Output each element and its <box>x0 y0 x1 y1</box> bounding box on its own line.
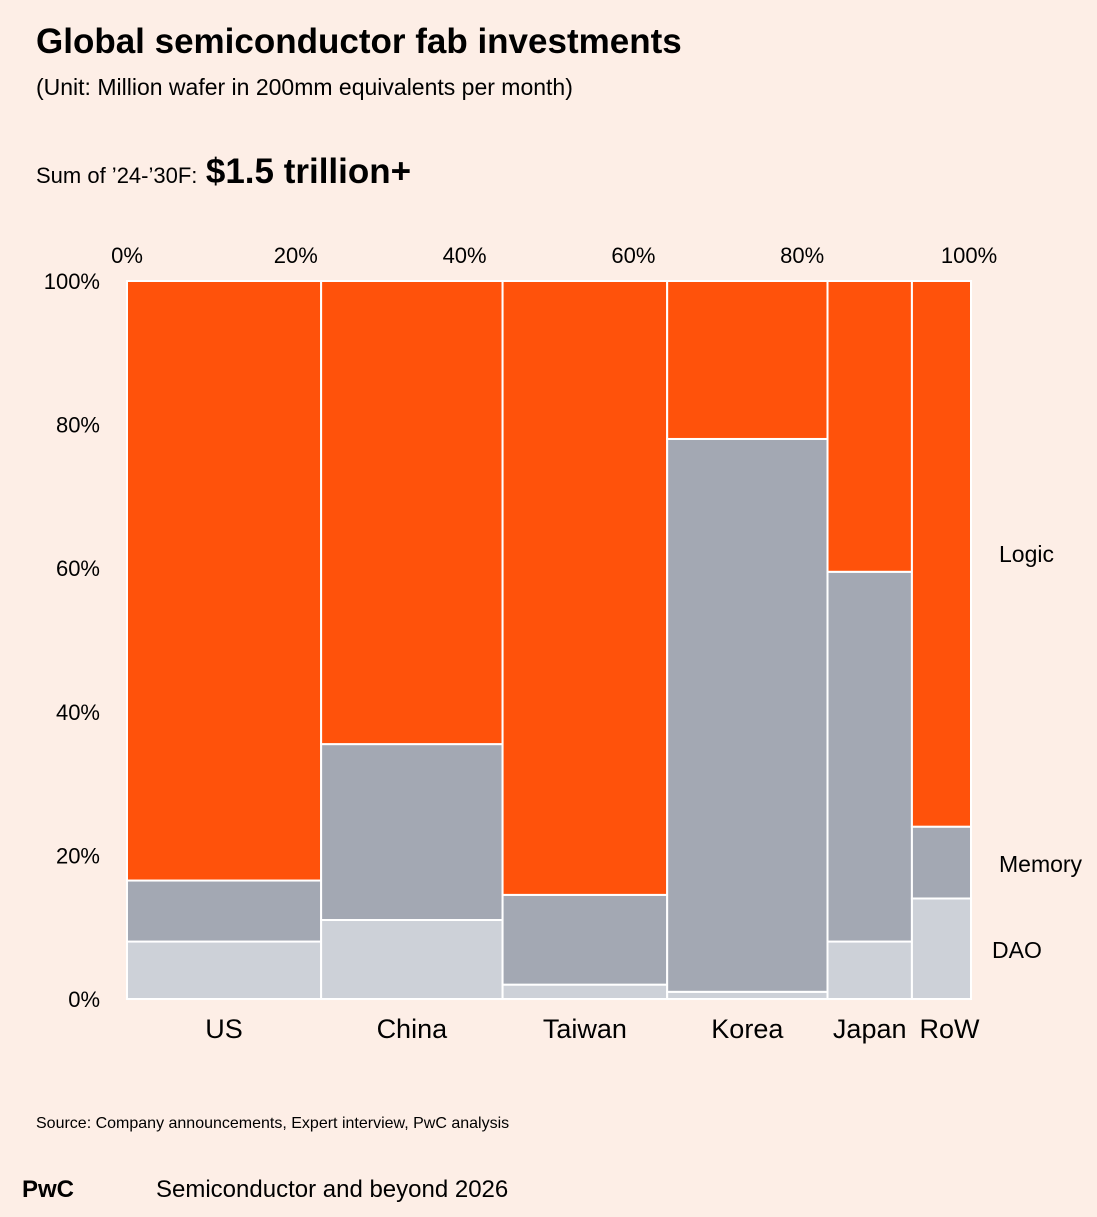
bar-segment-memory <box>826 570 913 943</box>
x-tick-label: 20% <box>274 243 318 268</box>
y-tick-label: 60% <box>56 556 100 581</box>
bar-segment-logic <box>501 280 669 896</box>
y-tick-label: 20% <box>56 843 100 868</box>
category-label: US <box>205 1014 243 1044</box>
chart-subtitle: (Unit: Million wafer in 200mm equivalent… <box>36 74 573 100</box>
category-label: China <box>377 1014 449 1044</box>
report-name: Semiconductor and beyond 2026 <box>156 1176 509 1203</box>
category-label: Korea <box>711 1014 784 1044</box>
sum-label: Sum of ’24-’30F: <box>36 163 198 188</box>
bar-segment-dao <box>826 940 913 1000</box>
bar-segment-logic <box>320 280 504 746</box>
brand-logo-text: PwC <box>22 1176 75 1203</box>
bar-segment-memory <box>910 825 972 900</box>
bar-segment-memory <box>501 893 669 986</box>
y-tick-label: 40% <box>56 700 100 725</box>
bar-segment-logic <box>910 280 972 828</box>
bar-segment-dao <box>320 919 504 1001</box>
x-tick-label: 80% <box>780 243 824 268</box>
x-tick-label: 40% <box>443 243 487 268</box>
bar-segment-dao <box>666 990 829 1001</box>
investment-sum: Sum of ’24-’30F: $1.5 trillion+ <box>36 152 411 192</box>
marimekko-chart: 0% 20% 40% 60% 80% 100% 0% 20% 40% 60% 80% 100% US Ch… <box>44 243 1083 1044</box>
source-note: Source: Company announcements, Expert in… <box>36 1115 510 1132</box>
bar-segment-memory <box>320 743 504 922</box>
bar-segment-logic <box>126 280 323 882</box>
x-tick-label: 60% <box>611 243 655 268</box>
y-tick-label: 100% <box>44 269 100 294</box>
bar-segment-dao <box>910 897 972 1000</box>
bar-segment-memory <box>126 879 323 943</box>
bar-segment-logic <box>826 280 913 573</box>
sum-value: $1.5 trillion+ <box>205 152 412 191</box>
category-label: RoW <box>919 1014 980 1044</box>
y-tick-label: 0% <box>68 987 100 1012</box>
bar-segment-memory <box>666 437 829 993</box>
chart-title: Global semiconductor fab investments <box>36 22 682 61</box>
category-label: Japan <box>833 1014 907 1044</box>
legend-label: Memory <box>999 851 1083 877</box>
legend-label: DAO <box>992 937 1042 963</box>
category-label: Taiwan <box>543 1014 627 1044</box>
bar-segment-dao <box>126 940 323 1000</box>
bar-segment-dao <box>501 983 669 1001</box>
bar-segment-logic <box>666 280 829 440</box>
x-tick-label: 100% <box>941 243 997 268</box>
legend-label: Logic <box>999 541 1054 567</box>
x-tick-label: 0% <box>111 243 143 268</box>
y-tick-label: 80% <box>56 413 100 438</box>
